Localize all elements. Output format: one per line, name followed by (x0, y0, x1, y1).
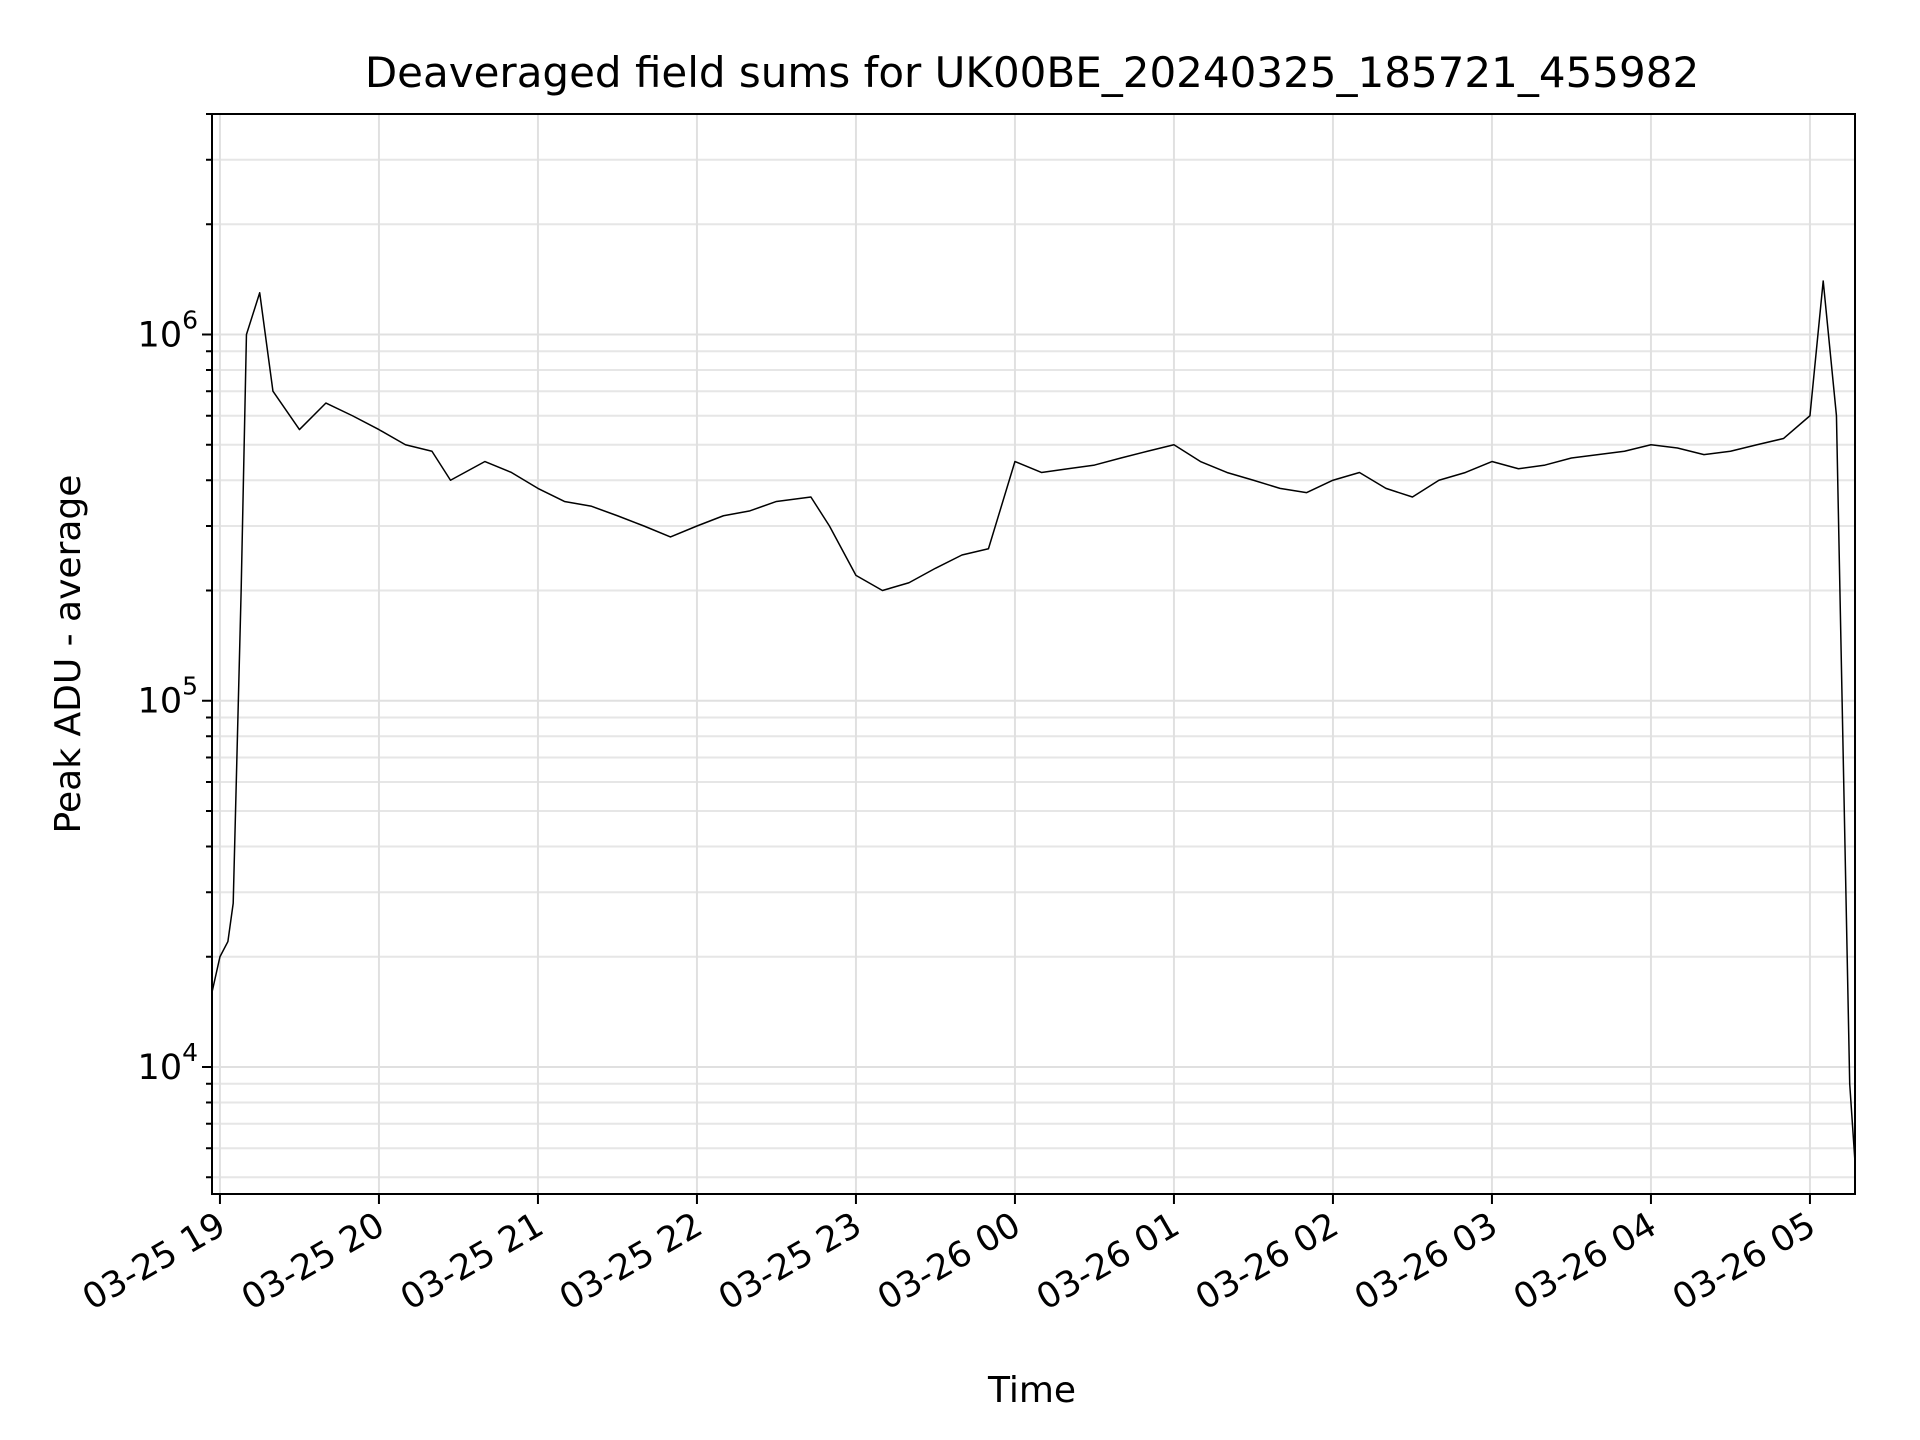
y-tick-exponent: 4 (182, 1038, 198, 1067)
grid (212, 113, 1855, 1194)
x-tick-label: 03-26 04 (1507, 1205, 1663, 1318)
y-tick-label: 104 (138, 1038, 198, 1088)
y-tick-exponent: 5 (182, 672, 198, 701)
x-tick-label: 03-26 00 (871, 1205, 1027, 1318)
x-tick-label: 03-26 03 (1348, 1205, 1504, 1318)
plot-frame (211, 113, 1856, 1195)
x-tick-label: 03-25 21 (394, 1205, 550, 1318)
x-tick-label: 03-26 01 (1030, 1205, 1186, 1318)
x-tick-label: 03-26 05 (1666, 1205, 1822, 1318)
y-axis-label: Peak ADU - average (48, 475, 89, 834)
y-tick-exponent: 6 (182, 306, 198, 335)
x-axis-label: Time (987, 1370, 1076, 1411)
y-tick-label: 105 (138, 672, 198, 722)
y-axis: 104 105 106 (138, 113, 212, 1179)
y-tick-label: 106 (138, 306, 198, 356)
x-tick-label: 03-25 22 (553, 1205, 709, 1318)
x-tick-label: 03-25 19 (76, 1205, 232, 1318)
series-line-0 (211, 280, 1856, 1163)
chart-title: Deaveraged field sums for UK00BE_2024032… (365, 48, 1699, 97)
plot-area (211, 280, 1856, 1163)
x-tick-label: 03-25 20 (235, 1205, 391, 1318)
x-axis: 03-25 19 03-25 20 03-25 21 03-25 22 03-25 23… (76, 1194, 1822, 1318)
x-tick-label: 03-26 02 (1189, 1205, 1345, 1318)
x-tick-label: 03-25 23 (712, 1205, 868, 1318)
